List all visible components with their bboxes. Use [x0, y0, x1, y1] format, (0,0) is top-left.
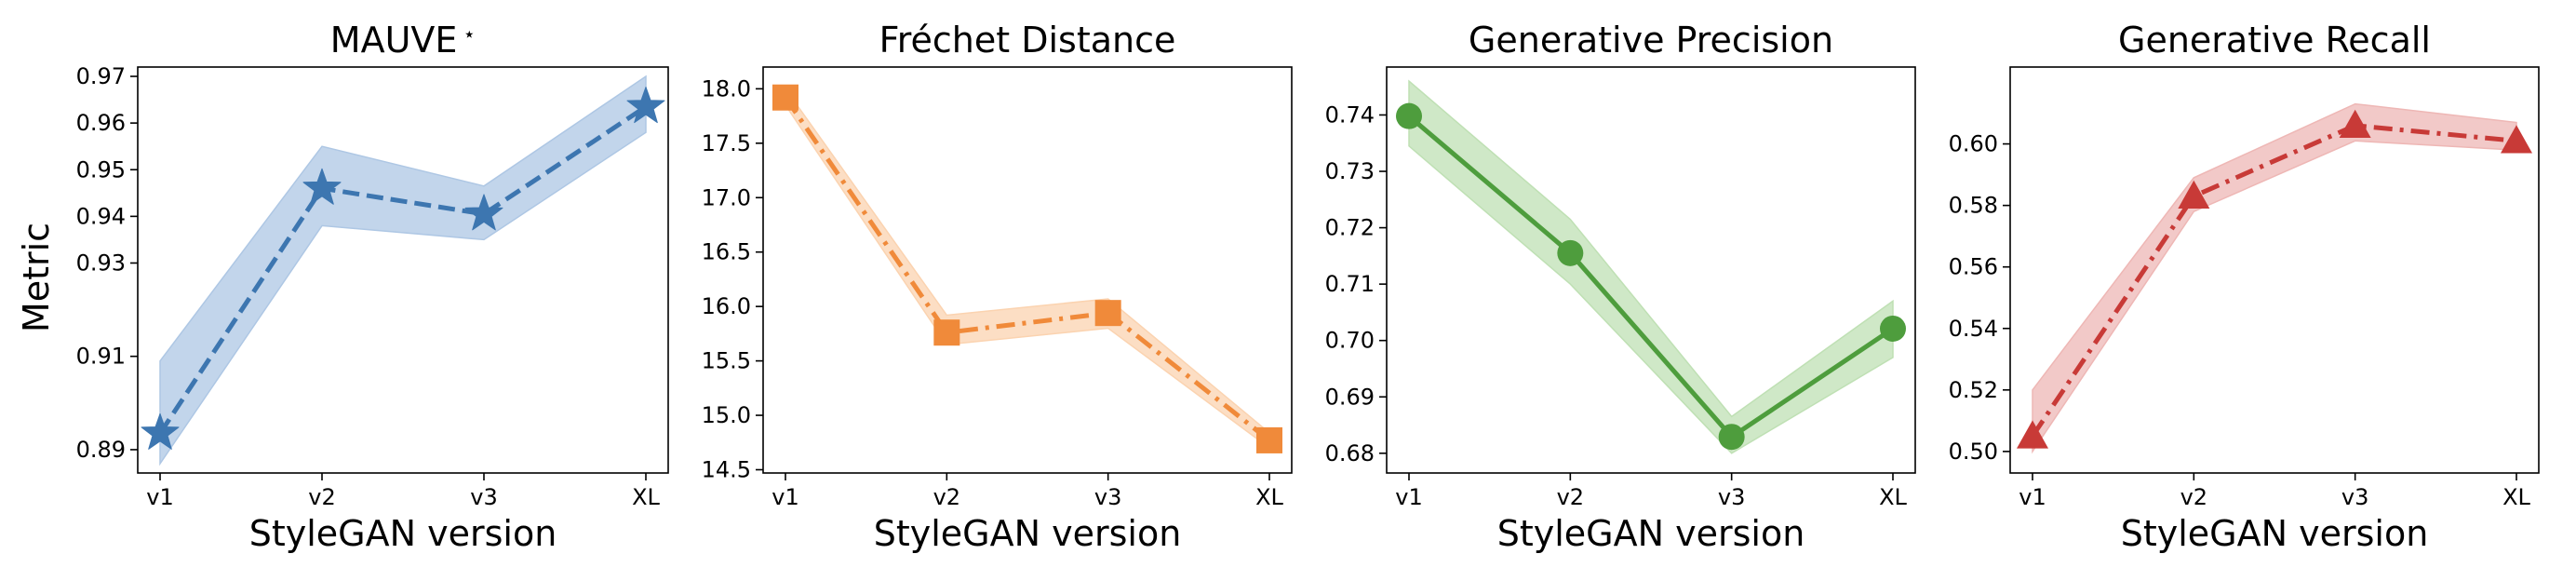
chart-title: Fréchet Distance	[879, 20, 1176, 61]
data-point-2	[302, 168, 342, 205]
y-tick-label-5: 0.72	[1325, 215, 1375, 241]
x-tick-label-3: v3	[1094, 484, 1121, 510]
chart-panels: MAUVE ⋆ v1 v2 v3 XL 0.89 0.91 0.93 0.94 0.95 0.96 0.…	[76, 20, 2540, 554]
y-tick-label-4: 0.71	[1325, 271, 1375, 297]
series-line	[1407, 114, 1895, 439]
y-tick-label-1: 0.50	[1949, 439, 1998, 465]
data-point-2	[933, 319, 960, 346]
x-tick-label-1: v1	[146, 484, 173, 510]
plot-frame	[1386, 66, 1916, 474]
x-tick-label-2: v2	[933, 484, 960, 510]
data-point-4	[1256, 426, 1282, 453]
y-tick-label-1: 0.68	[1325, 440, 1375, 466]
data-point-3	[1718, 424, 1745, 451]
y-tick-label-3: 0.54	[1949, 316, 1998, 342]
data-point-3	[2339, 109, 2371, 139]
confidence-band	[1408, 79, 1894, 454]
series-line	[783, 96, 1271, 442]
series-line	[157, 104, 648, 435]
chart-title: Generative Precision	[1469, 20, 1833, 61]
data-point-4	[1880, 315, 1906, 342]
data-point-4	[2501, 125, 2532, 154]
y-axis-label: Metric	[16, 223, 57, 332]
y-tick-label-7: 17.5	[702, 130, 751, 156]
x-axis-label: StyleGAN version	[1497, 513, 1805, 554]
y-tick-label-6: 0.96	[76, 110, 126, 136]
data-point-1	[2017, 420, 2048, 449]
y-tick-label-4: 0.94	[76, 203, 126, 229]
x-tick-label-4: XL	[2502, 484, 2530, 510]
chart-panel-4: Generative Recall v1 v2 v3 XL 0.50 0.52 0.54 0.5…	[1949, 20, 2540, 554]
y-tick-label-7: 0.97	[76, 63, 126, 89]
x-tick-label-2: v2	[1557, 484, 1584, 510]
data-point-1	[1396, 102, 1422, 129]
y-tick-label-4: 0.56	[1949, 254, 1998, 280]
data-point-1	[772, 84, 798, 111]
x-axis-label: StyleGAN version	[249, 513, 557, 554]
y-tick-label-5: 0.58	[1949, 193, 1998, 219]
x-tick-label-4: XL	[1255, 484, 1283, 510]
y-tick-label-3: 15.5	[702, 348, 751, 374]
x-tick-label-3: v3	[470, 484, 497, 510]
y-tick-label-3: 0.70	[1325, 328, 1375, 354]
x-tick-label-2: v2	[308, 484, 335, 510]
y-tick-label-6: 0.73	[1325, 158, 1375, 184]
y-tick-label-7: 0.74	[1325, 101, 1375, 128]
series-line	[2030, 123, 2517, 438]
data-point-3	[1094, 300, 1121, 327]
y-tick-label-2: 0.52	[1949, 377, 1998, 403]
chart-title: MAUVE ⋆	[330, 20, 476, 61]
y-tick-label-1: 0.89	[76, 437, 126, 463]
y-tick-label-5: 0.95	[76, 156, 126, 182]
y-tick-label-2: 15.0	[702, 402, 751, 428]
y-tick-label-1: 14.5	[702, 456, 751, 482]
plot-frame	[2009, 66, 2540, 474]
x-axis-label: StyleGAN version	[874, 513, 1182, 554]
y-tick-label-8: 18.0	[702, 75, 751, 101]
y-tick-label-2: 0.91	[76, 344, 126, 370]
title-mark: ⋆	[463, 23, 476, 47]
confidence-band	[159, 74, 647, 466]
x-tick-label-1: v1	[771, 484, 798, 510]
x-tick-label-3: v3	[2341, 484, 2368, 510]
data-point-4	[626, 87, 665, 124]
chart-panel-2: Fréchet Distance v1 v2 v3 XL 14.5 15.0 15.5 16.0…	[702, 20, 1293, 554]
x-tick-label-3: v3	[1718, 484, 1745, 510]
chart-panel-3: Generative Precision v1 v2 v3 XL 0.68 0.69 0.70…	[1325, 20, 1916, 554]
chart-title: Generative Recall	[2118, 20, 2431, 61]
x-tick-label-2: v2	[2180, 484, 2207, 510]
plot-frame	[762, 66, 1293, 474]
x-tick-label-1: v1	[2019, 484, 2046, 510]
y-tick-label-6: 17.0	[702, 184, 751, 210]
data-point-2	[2178, 180, 2210, 209]
data-point-3	[464, 194, 503, 231]
data-point-1	[141, 412, 180, 450]
chart-panel-1: MAUVE ⋆ v1 v2 v3 XL 0.89 0.91 0.93 0.94 0.95 0.96 0.…	[76, 20, 669, 554]
y-tick-label-6: 0.60	[1949, 131, 1998, 157]
y-tick-label-2: 0.69	[1325, 384, 1375, 410]
data-point-2	[1557, 239, 1584, 266]
y-tick-label-4: 16.0	[702, 293, 751, 319]
x-axis-label: StyleGAN version	[2121, 513, 2429, 554]
confidence-band	[785, 87, 1270, 450]
x-tick-label-1: v1	[1395, 484, 1422, 510]
y-tick-label-3: 0.93	[76, 250, 126, 276]
x-tick-label-4: XL	[632, 484, 660, 510]
y-tick-label-5: 16.5	[702, 239, 751, 265]
plot-frame	[137, 66, 669, 474]
x-tick-label-4: XL	[1879, 484, 1907, 510]
confidence-band	[2032, 102, 2517, 454]
